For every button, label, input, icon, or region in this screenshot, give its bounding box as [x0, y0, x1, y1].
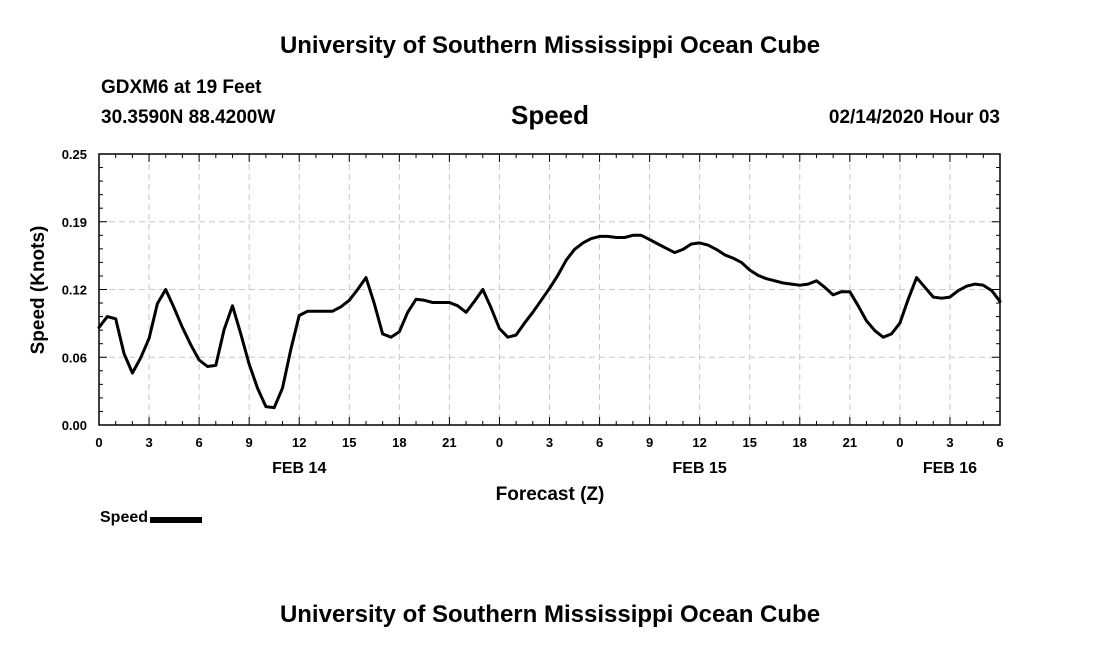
legend-swatch: [150, 516, 203, 523]
day-label: FEB 14: [272, 460, 326, 477]
plot-frame: [98, 153, 1001, 426]
forecast-datetime: 02/14/2020 Hour 03: [828, 107, 1000, 128]
y-tick-label: 0.00: [62, 418, 87, 433]
x-tick-label: 3: [145, 435, 152, 450]
x-tick-label: 6: [996, 435, 1003, 450]
x-tick-label: 9: [646, 435, 653, 450]
grid-layer: [99, 154, 1000, 425]
x-tick-label: 18: [793, 435, 807, 450]
footer-title: University of Southern Mississippi Ocean…: [279, 601, 821, 628]
plot-title: Speed: [510, 100, 590, 130]
x-tick-label: 18: [392, 435, 406, 450]
y-tick-label: 0.06: [62, 350, 87, 365]
label-layer: 0 3 6 9 12 15 18 21 0 3 6 9 12 15 18 21 0 3 6 0.00 0.06 0.12 0…: [62, 147, 1004, 477]
legend: Speed: [100, 509, 203, 527]
station-label: GDXM6 at 19 Feet: [101, 77, 262, 98]
x-tick-label: 9: [246, 435, 253, 450]
x-axis-label: Forecast (Z): [496, 484, 605, 505]
x-tick-label: 3: [546, 435, 553, 450]
day-label: FEB 15: [673, 460, 727, 477]
series-line-speed: [97, 233, 1002, 410]
x-tick-label: 12: [692, 435, 706, 450]
series-layer: [97, 233, 1002, 410]
x-tick-label: 3: [946, 435, 953, 450]
x-tick-label: 0: [496, 435, 503, 450]
legend-label: Speed: [100, 509, 149, 526]
y-tick-label: 0.19: [62, 215, 87, 230]
y-tick-label: 0.25: [62, 147, 87, 162]
x-tick-label: 6: [195, 435, 202, 450]
page-title: University of Southern Mississippi Ocean…: [279, 32, 821, 59]
x-tick-label: 0: [95, 435, 102, 450]
station-coordinates: 30.3590N 88.4200W: [101, 107, 276, 128]
x-tick-label: 15: [742, 435, 756, 450]
x-tick-label: 15: [342, 435, 356, 450]
day-label: FEB 16: [923, 460, 977, 477]
y-tick-label: 0.12: [62, 283, 87, 298]
x-tick-label: 6: [596, 435, 603, 450]
x-tick-label: 21: [442, 435, 456, 450]
x-tick-label: 0: [896, 435, 903, 450]
y-axis-label: Speed (Knots): [28, 226, 49, 355]
x-tick-label: 12: [292, 435, 306, 450]
x-tick-label: 21: [843, 435, 857, 450]
